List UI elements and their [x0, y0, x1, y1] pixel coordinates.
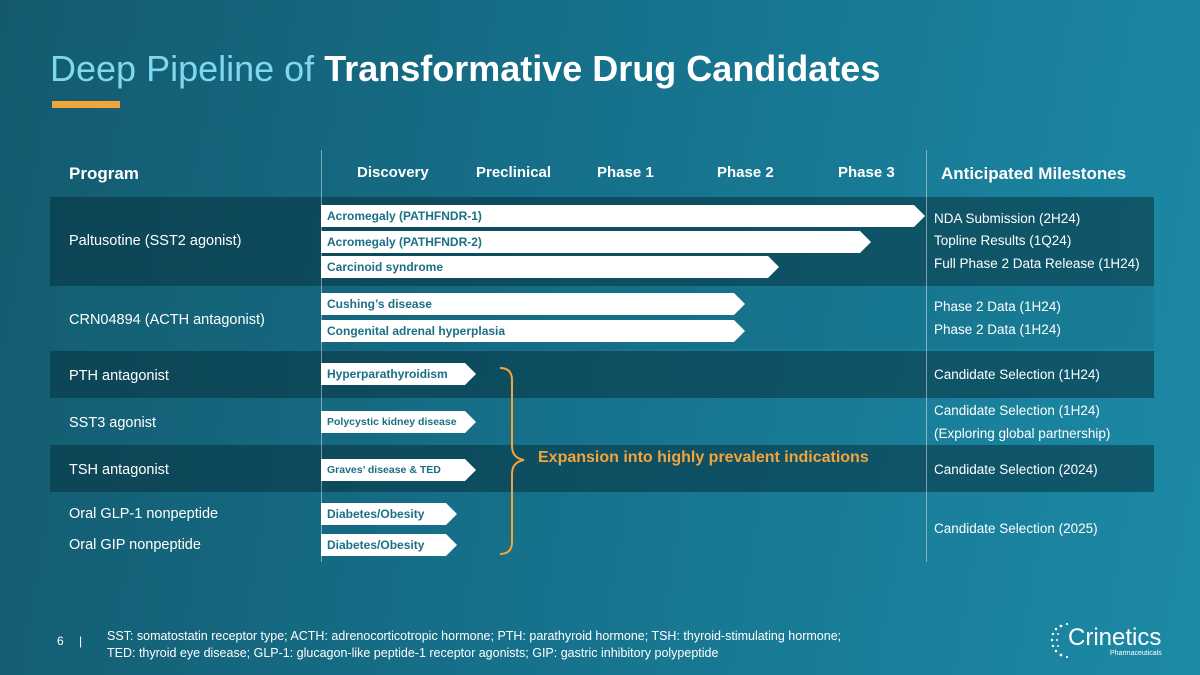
bar-glp1-diabetes: Diabetes/Obesity — [321, 503, 457, 525]
bar-carcinoid: Carcinoid syndrome — [321, 256, 779, 278]
logo-name: Crinetics — [1068, 624, 1162, 651]
program-crn04894: CRN04894 (ACTH antagonist) — [69, 312, 265, 328]
program-pth: PTH antagonist — [69, 368, 169, 384]
title-underline — [52, 101, 120, 108]
header-program: Program — [69, 164, 139, 183]
curly-brace-icon — [499, 367, 525, 555]
expansion-label: Expansion into highly prevalent indicati… — [538, 449, 869, 466]
program-gip: Oral GIP nonpeptide — [69, 537, 201, 553]
milestone-topline: Topline Results (1Q24) — [934, 233, 1072, 248]
band-pth — [50, 351, 1154, 398]
program-paltusotine: Paltusotine (SST2 agonist) — [69, 233, 242, 249]
bar-graves: Graves’ disease & TED — [321, 459, 476, 481]
band-tsh — [50, 445, 1154, 492]
bar-pkd: Polycystic kidney disease — [321, 411, 476, 433]
divider-milestones — [926, 150, 927, 562]
program-sst3: SST3 agonist — [69, 415, 157, 431]
header-discovery: Discovery — [357, 164, 429, 181]
milestone-sst3-partnership: (Exploring global partnership) — [934, 426, 1111, 441]
crinetics-logo-icon — [1050, 622, 1069, 659]
bar-cah: Congenital adrenal hyperplasia — [321, 320, 745, 342]
header-phase1: Phase 1 — [597, 164, 654, 181]
milestone-cah: Phase 2 Data (1H24) — [934, 322, 1061, 337]
header-preclinical: Preclinical — [476, 164, 552, 181]
milestone-nda: NDA Submission (2H24) — [934, 211, 1081, 226]
title-light: Deep Pipeline of — [50, 48, 315, 89]
header-phase2: Phase 2 — [717, 164, 774, 181]
bar-hyperparathyroidism: Hyperparathyroidism — [321, 363, 476, 385]
milestone-sst3: Candidate Selection (1H24) — [934, 403, 1100, 418]
bar-acromegaly-pathfndr2: Acromegaly (PATHFNDR-2) — [321, 231, 871, 253]
page-separator: | — [79, 634, 83, 648]
header-phase3: Phase 3 — [838, 164, 895, 181]
divider-program — [321, 150, 322, 562]
title-bold: Transformative Drug Candidates — [324, 48, 881, 89]
program-tsh: TSH antagonist — [69, 462, 169, 478]
bar-gip-diabetes: Diabetes/Obesity — [321, 534, 457, 556]
footnote: SST: somatostatin receptor type; ACTH: a… — [107, 628, 841, 662]
header-milestones: Anticipated Milestones — [941, 164, 1127, 183]
milestone-phase2-release: Full Phase 2 Data Release (1H24) — [934, 256, 1140, 271]
milestone-cushings: Phase 2 Data (1H24) — [934, 299, 1061, 314]
milestone-tsh: Candidate Selection (2024) — [934, 462, 1098, 477]
milestone-oral: Candidate Selection (2025) — [934, 521, 1098, 536]
bar-cushings: Cushing’s disease — [321, 293, 745, 315]
logo-subtitle: Pharmaceuticals — [1110, 650, 1162, 657]
footnote-line-1: SST: somatostatin receptor type; ACTH: a… — [107, 629, 842, 643]
milestone-pth: Candidate Selection (1H24) — [934, 367, 1100, 382]
page-title: Deep Pipeline of Transformative Drug Can… — [50, 48, 880, 90]
bar-acromegaly-pathfndr1: Acromegaly (PATHFNDR-1) — [321, 205, 925, 227]
program-glp1: Oral GLP-1 nonpeptide — [69, 506, 219, 522]
page-number: 6 — [57, 634, 64, 648]
footnote-line-2: TED: thyroid eye disease; GLP-1: glucago… — [107, 646, 719, 660]
